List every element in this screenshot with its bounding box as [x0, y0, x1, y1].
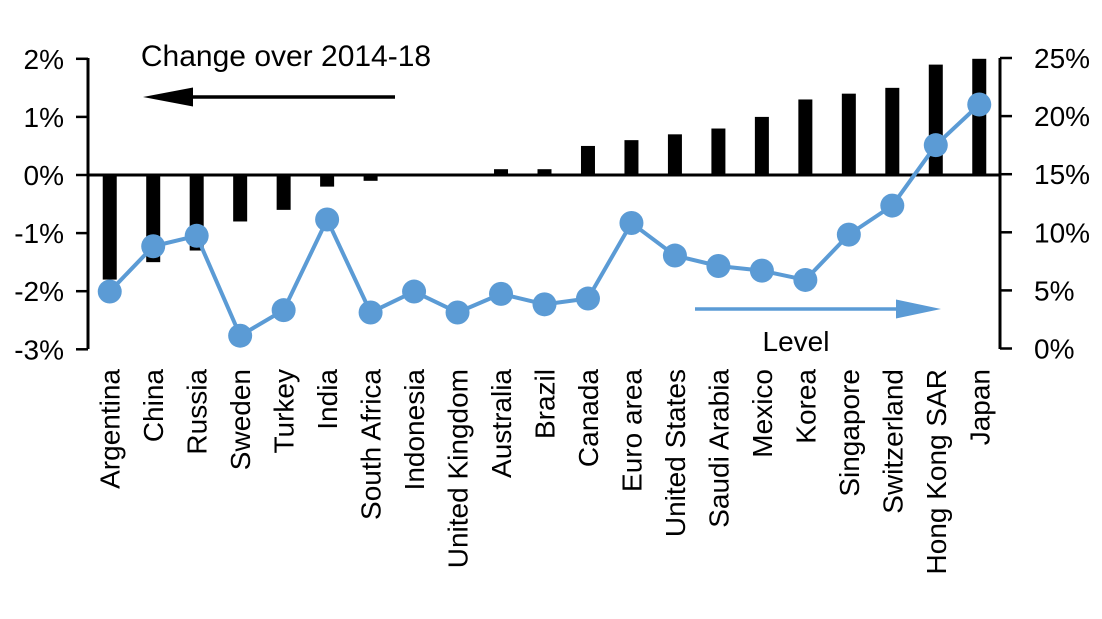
line-series — [97, 92, 992, 348]
right-tick-label: 20% — [1034, 101, 1090, 132]
right-tick-label: 0% — [1034, 334, 1074, 365]
bar-Australia — [494, 169, 509, 175]
left-tick-label: 2% — [24, 44, 64, 75]
right-arrow — [695, 299, 941, 319]
bar-Euro area — [624, 140, 639, 175]
left-tick-label: -3% — [14, 334, 64, 365]
level-marker-Hong Kong SAR — [923, 133, 948, 158]
bar-series-title: Change over 2014-18 — [141, 40, 431, 73]
level-marker-Argentina — [97, 279, 122, 304]
level-marker-India — [315, 207, 340, 232]
left-tick-label: 1% — [24, 102, 64, 133]
category-label-Brazil: Brazil — [530, 369, 561, 439]
category-label-United Kingdom: United Kingdom — [443, 369, 474, 568]
level-marker-Canada — [575, 286, 600, 311]
left-tick-label: -1% — [14, 218, 64, 249]
level-marker-Brazil — [532, 292, 557, 317]
level-marker-Switzerland — [880, 193, 905, 218]
bar-Turkey — [276, 175, 291, 210]
level-marker-Euro area — [619, 211, 644, 236]
level-marker-Korea — [793, 267, 818, 292]
bar-Sweden — [233, 175, 248, 222]
category-label-Indonesia: Indonesia — [399, 369, 430, 491]
level-marker-Singapore — [836, 222, 861, 247]
category-label-Australia: Australia — [486, 369, 517, 478]
category-label-Singapore: Singapore — [834, 369, 865, 497]
bar-Brazil — [537, 169, 552, 175]
bar-Saudi Arabia — [711, 128, 726, 175]
bar-series — [102, 58, 987, 280]
category-label-Russia: Russia — [182, 369, 213, 455]
level-marker-Australia — [489, 281, 514, 306]
bar-Hong Kong SAR — [928, 64, 943, 175]
right-tick-label: 10% — [1034, 217, 1090, 248]
right-tick-label: 25% — [1034, 43, 1090, 74]
right-axis-ticks: 25% 20% 15% 10% 5% 0% — [1000, 43, 1090, 365]
bar-Mexico — [754, 116, 769, 175]
level-marker-China — [141, 234, 166, 259]
left-arrow — [143, 87, 395, 107]
category-axis-labels: Argentina China Russia Sweden Turkey India Sou… — [95, 369, 996, 575]
category-label-Argentina: Argentina — [95, 369, 126, 489]
bar-United States — [667, 134, 682, 175]
level-marker-Indonesia — [402, 279, 427, 304]
level-marker-Turkey — [271, 298, 296, 323]
category-label-Hong Kong SAR: Hong Kong SAR — [921, 369, 952, 574]
level-marker-Russia — [184, 223, 209, 248]
bar-Singapore — [841, 93, 856, 175]
bar-Japan — [972, 58, 987, 175]
level-marker-Japan — [967, 92, 992, 117]
level-marker-United Kingdom — [445, 300, 470, 325]
bar-South Africa — [363, 175, 378, 181]
right-tick-label: 15% — [1034, 159, 1090, 190]
level-marker-South Africa — [358, 300, 383, 325]
left-axis-ticks: 2% 1% 0% -1% -2% -3% — [14, 44, 88, 365]
bar-Canada — [580, 145, 595, 175]
category-label-India: India — [312, 369, 343, 430]
category-label-China: China — [138, 369, 169, 443]
right-arrow-head-icon — [896, 299, 941, 319]
category-label-Saudi Arabia: Saudi Arabia — [703, 369, 734, 528]
left-tick-label: 0% — [24, 160, 64, 191]
category-label-Canada: Canada — [573, 369, 604, 468]
category-label-Switzerland: Switzerland — [877, 369, 908, 514]
category-label-Mexico: Mexico — [747, 369, 778, 458]
bar-India — [320, 175, 335, 187]
level-marker-Mexico — [749, 258, 774, 283]
category-label-Euro area: Euro area — [616, 369, 647, 492]
bar-Korea — [798, 99, 813, 175]
right-tick-label: 5% — [1034, 275, 1074, 306]
line-series-title: Level — [763, 326, 830, 357]
bar-Argentina — [102, 175, 117, 280]
category-label-Turkey: Turkey — [269, 369, 300, 454]
level-marker-Saudi Arabia — [706, 253, 731, 278]
category-label-Japan: Japan — [964, 369, 995, 445]
category-label-South Africa: South Africa — [356, 369, 387, 520]
category-label-Korea: Korea — [790, 369, 821, 444]
category-label-United States: United States — [660, 369, 691, 537]
left-tick-label: -2% — [14, 276, 64, 307]
level-marker-Sweden — [228, 323, 253, 348]
category-label-Sweden: Sweden — [225, 369, 256, 470]
left-arrow-head-icon — [143, 87, 193, 107]
bar-Switzerland — [885, 87, 900, 175]
level-marker-United States — [662, 243, 687, 268]
